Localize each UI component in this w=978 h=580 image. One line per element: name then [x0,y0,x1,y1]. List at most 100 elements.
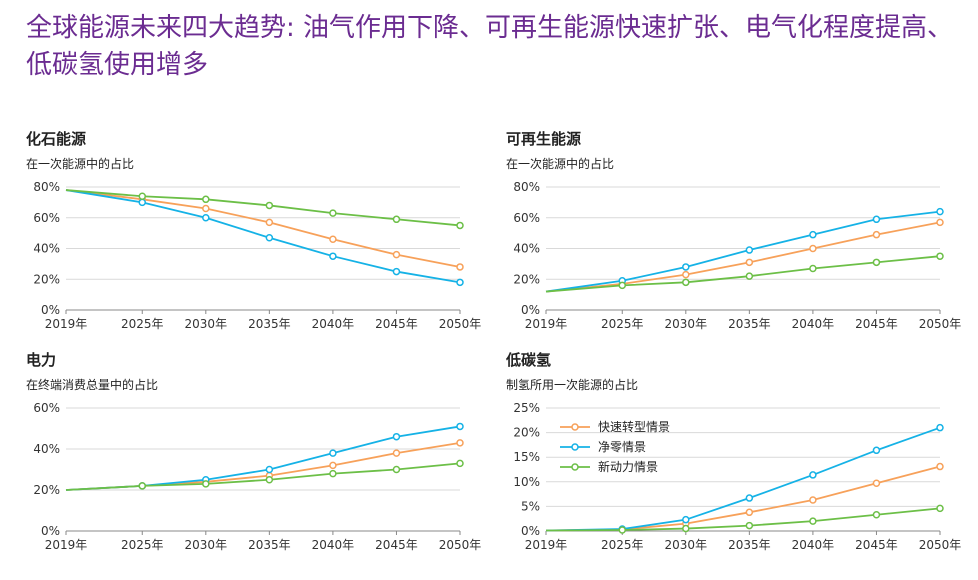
data-point-momentum [682,278,690,287]
x-tick-label: 2035年 [248,538,291,552]
data-point-momentum [265,201,274,210]
data-point-momentum [265,476,274,484]
series-line-rapid [65,441,461,491]
x-tick-label: 2019年 [525,317,568,331]
legend-marker-netzero [571,443,579,451]
chart-subtitle: 在终端消费总量中的占比 [26,378,159,392]
y-tick-label: 0% [521,524,540,538]
y-tick-label: 60% [513,211,540,225]
chart-svg: 0% 5% 10% 15% 20% 25% 2019年 2025年 2030年 2035年 2040… [513,401,962,552]
data-point-rapid [809,244,817,253]
data-point-rapid [745,508,754,517]
data-point-momentum [392,465,401,474]
y-tick-label: 0% [41,524,60,538]
data-point-rapid [809,496,817,504]
data-point-rapid [872,230,881,239]
y-tick-label: 80% [513,180,540,194]
series-line-momentum [545,255,941,293]
y-tick-label: 60% [33,401,60,415]
x-tick-label: 2040年 [792,317,835,331]
x-tick-label: 2040年 [792,538,835,552]
data-point-momentum [618,281,627,290]
data-point-netzero [936,423,944,432]
data-point-rapid [682,270,690,279]
series-line-rapid [545,465,941,532]
legend-marker-rapid [571,423,579,431]
x-tick-label: 2045年 [375,317,418,331]
series-line-rapid [65,189,461,268]
y-tick-label: 80% [33,180,60,194]
chart-panel-hydrogen: 低碳氢 制氢所用一次能源的占比 0% 5% 10% 15% 20% 25% 2019年 202… [506,349,961,564]
x-tick-label: 2025年 [121,317,164,331]
data-point-momentum [138,192,147,200]
x-tick-label: 2030年 [665,538,708,552]
x-tick-label: 2030年 [185,538,228,552]
series-line-momentum [545,507,941,532]
x-tick-label: 2050年 [919,317,962,331]
data-point-rapid [265,218,274,227]
data-point-momentum [456,221,464,230]
data-point-momentum [138,482,147,490]
legend-label-momentum: 新动力情景 [598,459,658,474]
data-point-netzero [329,449,337,457]
data-point-momentum [202,195,210,204]
data-point-netzero [745,246,754,254]
y-tick-label: 40% [513,242,540,256]
data-point-momentum [618,526,627,534]
data-point-rapid [936,462,944,471]
data-point-rapid [745,258,754,267]
y-tick-label: 10% [513,475,540,489]
data-point-netzero [265,465,274,474]
chart-subtitle: 在一次能源中的占比 [26,157,135,171]
series-line-netzero [65,189,461,284]
data-point-momentum [202,480,210,488]
x-tick-label: 2030年 [665,317,708,331]
data-point-momentum [936,504,944,513]
x-tick-label: 2035年 [728,317,771,331]
series-line-rapid [545,221,941,293]
x-tick-label: 2025年 [121,538,164,552]
legend-label-rapid: 快速转型情景 [598,419,670,434]
x-tick-label: 2030年 [185,317,228,331]
data-point-netzero [456,278,464,287]
x-tick-label: 2050年 [439,317,482,331]
data-point-netzero [682,263,690,271]
data-point-rapid [392,250,401,259]
x-tick-label: 2045年 [375,538,418,552]
x-tick-label: 2045年 [855,317,898,331]
x-tick-label: 2050年 [919,538,962,552]
data-point-momentum [456,459,464,468]
chart-title: 电力 [26,351,57,369]
data-point-rapid [329,461,337,470]
x-tick-label: 2040年 [312,317,355,331]
y-tick-label: 20% [513,426,540,440]
data-point-momentum [936,252,944,260]
chart-title: 可再生能源 [506,130,582,148]
y-tick-label: 40% [33,242,60,256]
data-point-netzero [329,252,337,260]
y-tick-label: 5% [521,499,540,513]
data-point-momentum [809,264,817,273]
data-point-momentum [872,511,881,519]
x-tick-label: 2025年 [601,538,644,552]
y-tick-label: 15% [513,450,540,464]
data-point-rapid [456,439,464,447]
x-tick-label: 2035年 [248,317,291,331]
legend-label-netzero: 净零情景 [598,440,646,454]
chart-subtitle: 制氢所用一次能源的占比 [506,378,639,392]
x-tick-label: 2025年 [601,317,644,331]
y-tick-label: 0% [41,303,60,317]
data-point-momentum [872,258,881,267]
data-point-netzero [872,215,881,224]
data-point-rapid [202,204,210,213]
y-tick-label: 60% [33,211,60,225]
chart-panel-electricity: 电力 在终端消费总量中的占比 0% 20% 40% 60% 2019年 2025年 2030… [26,349,481,564]
y-tick-label: 20% [513,272,540,286]
chart-title: 化石能源 [26,130,87,148]
data-point-netzero [872,446,881,455]
data-point-netzero [682,515,690,524]
x-tick-label: 2045年 [855,538,898,552]
legend-marker-momentum [571,463,579,471]
data-point-momentum [809,517,817,525]
data-point-rapid [872,479,881,488]
